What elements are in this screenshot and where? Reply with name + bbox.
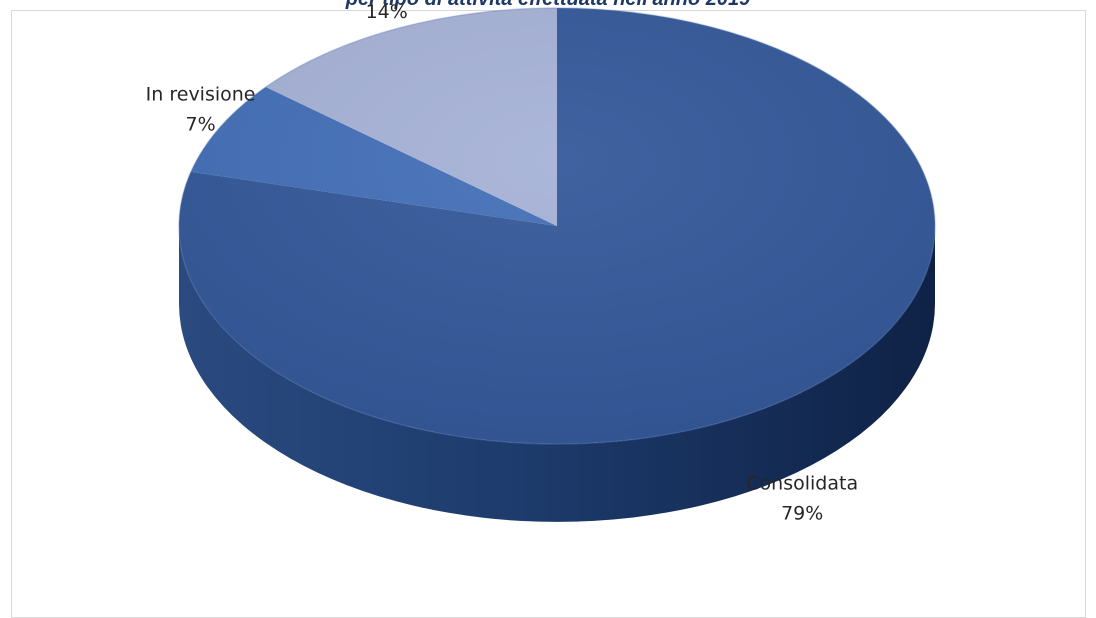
slice-value-sperimentale: 14%: [366, 1, 408, 23]
pie-rim: [178, 7, 936, 445]
slice-label-in-revisione: In revisione: [146, 84, 256, 106]
pie-side-wall: [179, 226, 935, 522]
pie-side: [179, 226, 935, 522]
pie-top: [178, 7, 936, 445]
chart-title: per tipo di attività effettuata nell'ann…: [0, 0, 1096, 11]
slice-value-consolidata: 79%: [781, 503, 823, 525]
slice-value-in-revisione: 7%: [186, 114, 216, 136]
pie-top-shade: [179, 8, 935, 444]
slice-label-consolidata: Consolidata: [746, 473, 858, 495]
